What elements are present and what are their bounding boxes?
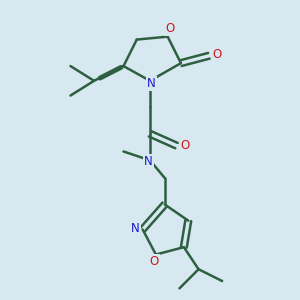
Text: N: N [131, 221, 140, 235]
Text: O: O [212, 48, 222, 61]
Text: N: N [147, 77, 156, 90]
Text: N: N [144, 155, 153, 168]
Text: O: O [165, 22, 175, 35]
Text: O: O [180, 139, 189, 152]
Text: O: O [150, 255, 159, 268]
